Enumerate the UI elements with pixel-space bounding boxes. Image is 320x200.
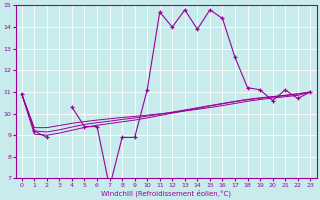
X-axis label: Windchill (Refroidissement éolien,°C): Windchill (Refroidissement éolien,°C) xyxy=(101,189,231,197)
